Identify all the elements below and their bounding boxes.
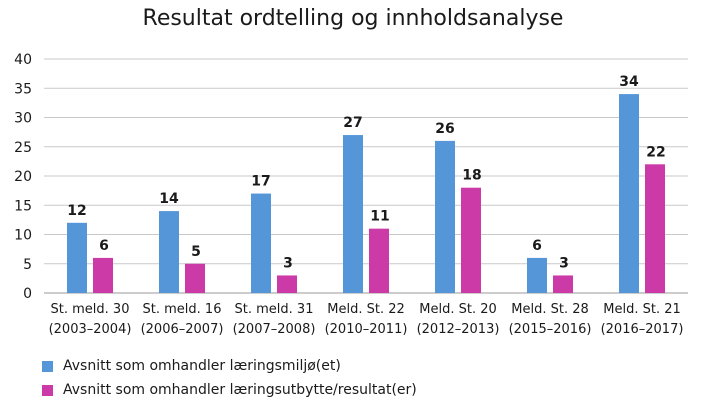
x-tick-label: St. meld. 31	[235, 302, 314, 317]
bar-series-1	[251, 193, 271, 293]
x-tick-label: (2015–2016)	[509, 322, 592, 337]
x-tick-label: Meld. St. 20	[419, 302, 497, 317]
data-label: 3	[559, 255, 569, 271]
y-tick-label: 20	[14, 169, 32, 185]
data-label: 17	[251, 174, 270, 190]
bar-series-1	[67, 222, 87, 293]
x-tick-label: (2010–2011)	[325, 322, 408, 337]
bar-series-2	[461, 187, 481, 293]
y-tick-label: 25	[14, 140, 32, 156]
data-label: 14	[159, 191, 179, 207]
legend-swatch-series-1	[42, 360, 53, 372]
data-label: 5	[191, 244, 201, 260]
x-tick-label: Meld. St. 22	[327, 302, 405, 317]
x-tick-label: (2007–2008)	[233, 322, 316, 337]
data-label: 22	[646, 144, 665, 160]
y-tick-label: 15	[14, 198, 32, 214]
bar-series-1	[435, 140, 455, 293]
bar-series-1	[343, 135, 363, 293]
data-label: 18	[462, 168, 481, 184]
data-label: 26	[435, 121, 454, 137]
x-tick-label: (2006–2007)	[141, 322, 224, 337]
x-tick-label: St. meld. 16	[143, 302, 222, 317]
y-tick-label: 5	[23, 257, 32, 273]
x-tick-label: (2012–2013)	[417, 322, 500, 337]
legend-item-series-2: Avsnitt som omhandler læringsutbytte/res…	[42, 379, 682, 401]
bar-series-1	[527, 257, 547, 293]
legend-label-series-2: Avsnitt som omhandler læringsutbytte/res…	[63, 382, 417, 398]
legend-label-series-1: Avsnitt som omhandler læringsmiljø(et)	[63, 358, 341, 374]
data-label: 12	[67, 203, 86, 219]
data-label: 34	[619, 74, 639, 90]
y-tick-label: 40	[14, 52, 32, 68]
y-tick-label: 35	[14, 81, 32, 97]
data-label: 11	[370, 209, 389, 225]
legend: Avsnitt som omhandler læringsmiljø(et) A…	[42, 355, 682, 403]
bar-series-2	[553, 275, 573, 293]
x-tick-label: Meld. St. 28	[511, 302, 589, 317]
bar-series-2	[93, 257, 113, 293]
bar-series-2	[277, 275, 297, 293]
x-tick-label: Meld. St. 21	[603, 302, 681, 317]
bar-series-2	[185, 263, 205, 293]
x-tick-label: St. meld. 30	[51, 302, 130, 317]
y-tick-label: 30	[14, 111, 32, 127]
y-tick-label: 0	[23, 286, 32, 302]
bar-series-1	[159, 211, 179, 293]
bar-series-2	[645, 164, 665, 293]
data-label: 6	[99, 238, 109, 254]
bar-series-1	[619, 94, 639, 293]
x-tick-label: (2016–2017)	[601, 322, 684, 337]
y-tick-label: 10	[14, 228, 32, 244]
x-tick-label: (2003–2004)	[49, 322, 132, 337]
data-label: 6	[532, 238, 542, 254]
bar-series-2	[369, 228, 389, 293]
chart-title: Resultat ordtelling og innholdsanalyse	[142, 6, 564, 31]
legend-swatch-series-2	[42, 384, 53, 396]
data-label: 3	[283, 255, 293, 271]
legend-item-series-1: Avsnitt som omhandler læringsmiljø(et)	[42, 355, 682, 377]
data-label: 27	[343, 115, 362, 131]
